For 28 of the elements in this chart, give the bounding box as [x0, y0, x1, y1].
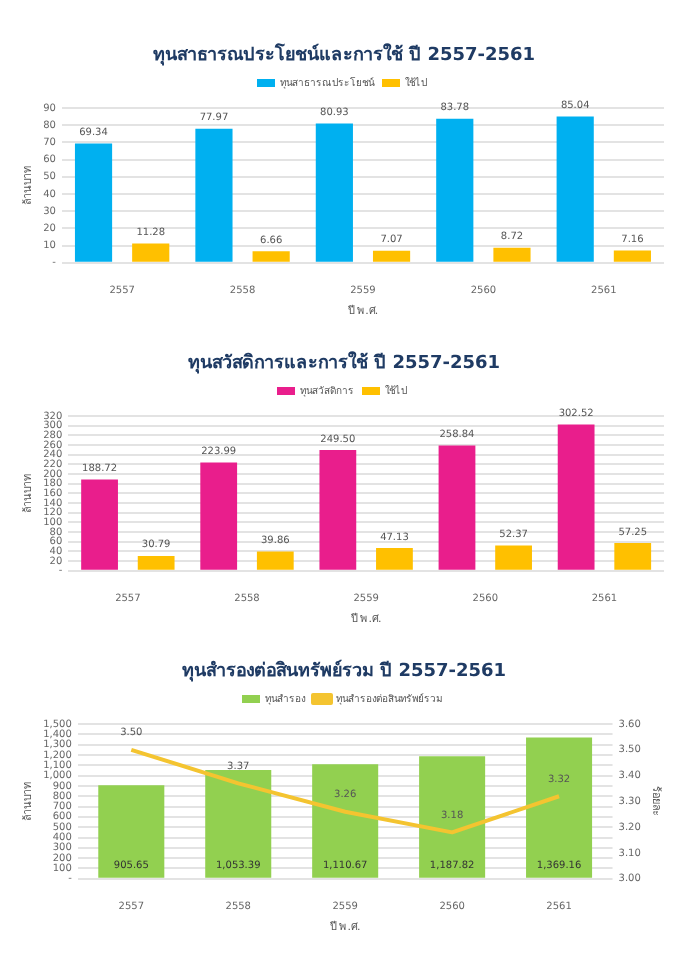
bar [438, 445, 476, 570]
bar [372, 250, 411, 262]
bar [205, 770, 272, 878]
chart-title: ทุนสวัสดิการและการใช้ ปี 2557-2561 [185, 352, 503, 378]
bar [256, 551, 294, 570]
bar [436, 118, 474, 262]
bar [200, 462, 238, 570]
bar [419, 756, 486, 878]
bar [98, 785, 165, 878]
bar [81, 479, 118, 570]
bar [557, 424, 595, 570]
bar [132, 243, 170, 262]
bar [556, 116, 594, 262]
bar [613, 250, 651, 262]
bar [137, 555, 175, 570]
bar [252, 251, 290, 262]
bar [495, 545, 532, 570]
bar [315, 123, 353, 262]
chart-title: ทุนสาธารณประโยชน์และการใช้ ปี 2557-2561 [150, 44, 538, 70]
bar [526, 737, 593, 878]
bar [74, 143, 113, 262]
bar [319, 450, 357, 570]
bar [614, 543, 652, 570]
chart-title: ทุนสำรองต่อสินทรัพย์รวม ปี 2557-2561 [179, 660, 509, 686]
bar [376, 548, 413, 570]
bar [195, 128, 233, 262]
bar [312, 764, 379, 878]
bar [493, 247, 531, 262]
